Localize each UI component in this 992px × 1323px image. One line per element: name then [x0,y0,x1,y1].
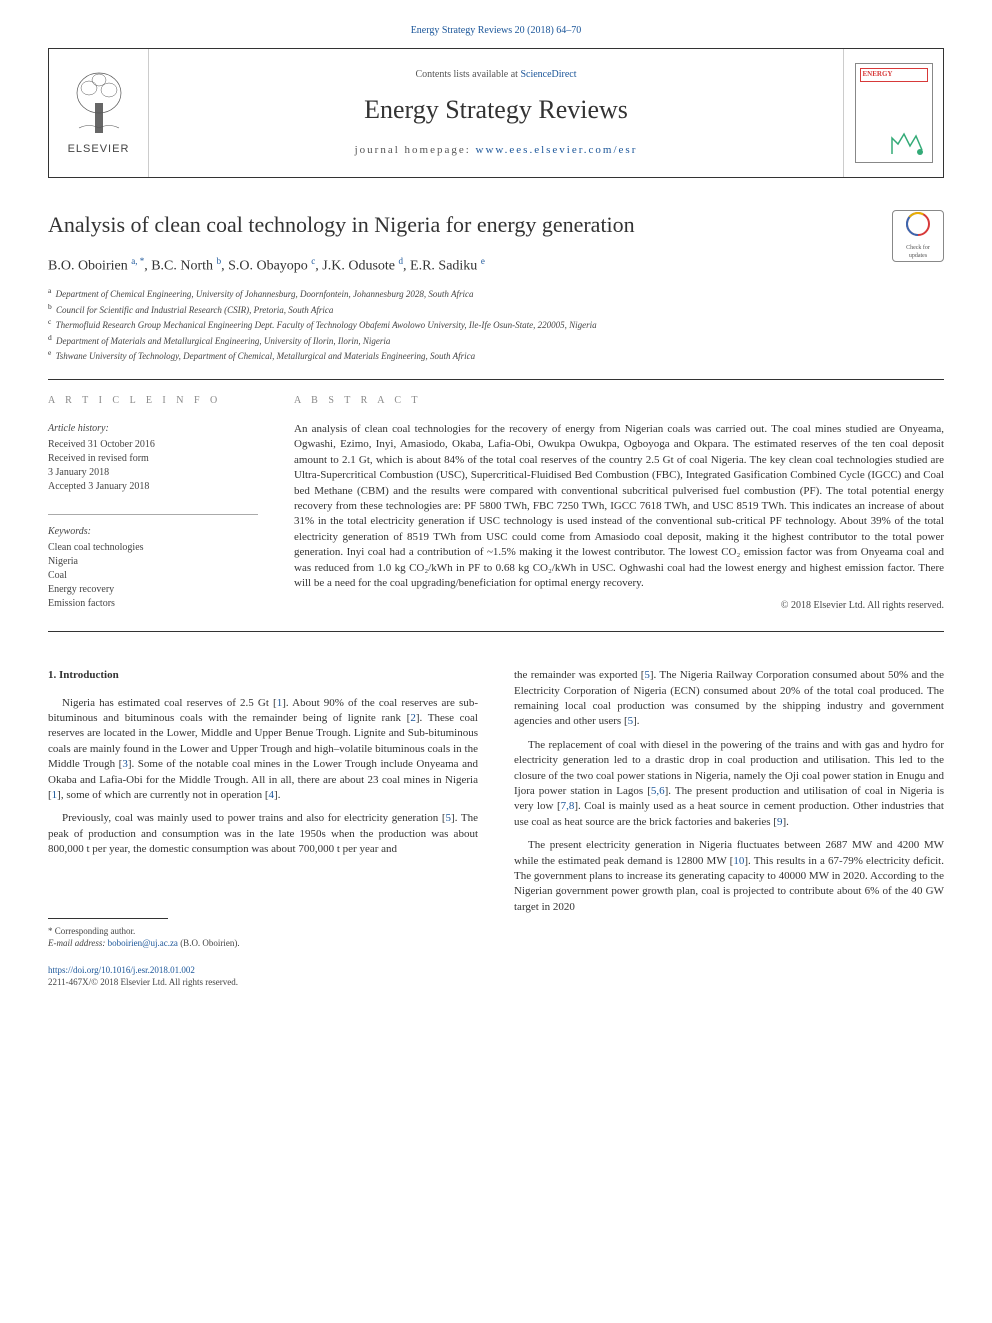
keyword: Emission factors [48,597,258,611]
sciencedirect-link[interactable]: ScienceDirect [520,69,576,80]
section-divider [48,379,944,380]
article-history: Article history: Received 31 October 201… [48,422,258,494]
keyword: Nigeria [48,555,258,569]
history-line: Received 31 October 2016 [48,438,258,452]
history-line: Accepted 3 January 2018 [48,480,258,494]
article-info-label: a r t i c l e i n f o [48,394,258,408]
footnotes: * Corresponding author. E-mail address: … [48,925,478,950]
keyword: Coal [48,569,258,583]
journal-citation: Energy Strategy Reviews 20 (2018) 64–70 [48,24,944,38]
journal-header: ELSEVIER Contents lists available at Sci… [48,48,944,178]
article-info-column: a r t i c l e i n f o Article history: R… [48,394,258,613]
body-paragraph: Nigeria has estimated coal reserves of 2… [48,696,478,804]
body-paragraph: the remainder was exported [5]. The Nige… [514,668,944,730]
crossmark-badge[interactable]: Check for updates [892,210,944,262]
abstract-column: a b s t r a c t An analysis of clean coa… [294,394,944,613]
abstract-label: a b s t r a c t [294,394,944,408]
homepage-prefix: journal homepage: [355,144,476,156]
affiliation: d Department of Materials and Metallurgi… [48,333,944,348]
body-columns: 1. Introduction Nigeria has estimated co… [48,668,944,989]
abstract-copyright: © 2018 Elsevier Ltd. All rights reserved… [294,599,944,613]
section-divider-2 [48,631,944,632]
history-line: 3 January 2018 [48,466,258,480]
journal-citation-text[interactable]: Energy Strategy Reviews 20 (2018) 64–70 [411,25,582,36]
section-1-heading: 1. Introduction [48,668,478,683]
affiliation: b Council for Scientific and Industrial … [48,302,944,317]
crossmark-label: Check for updates [906,244,930,261]
affiliation: a Department of Chemical Engineering, Un… [48,286,944,301]
right-column: the remainder was exported [5]. The Nige… [514,668,944,989]
abstract-text: An analysis of clean coal technologies f… [294,422,944,591]
cover-title-label: ENERGY [860,68,928,82]
corresponding-author-note: * Corresponding author. [48,925,478,938]
crossmark-line1: Check for [906,245,930,251]
header-center: Contents lists available at ScienceDirec… [149,49,843,177]
body-paragraph: The present electricity generation in Ni… [514,838,944,915]
doi-link[interactable]: https://doi.org/10.1016/j.esr.2018.01.00… [48,965,195,975]
email-label: E-mail address: [48,938,108,948]
crossmark-icon [905,211,931,242]
contents-available-line: Contents lists available at ScienceDirec… [415,68,576,82]
keywords-header: Keywords: [48,525,258,539]
body-paragraph: Previously, coal was mainly used to powe… [48,811,478,857]
journal-cover: ENERGY [843,49,943,177]
cover-thumbnail: ENERGY [855,63,933,163]
journal-homepage-line: journal homepage: www.ees.elsevier.com/e… [355,143,638,158]
corresponding-email-link[interactable]: boboirien@uj.ac.za [108,938,178,948]
journal-title: Energy Strategy Reviews [364,92,628,128]
affiliation: c Thermofluid Research Group Mechanical … [48,317,944,332]
issn-line: 2211-467X/© 2018 Elsevier Ltd. All right… [48,976,478,989]
doi-line: https://doi.org/10.1016/j.esr.2018.01.00… [48,964,478,977]
cover-graphic-icon [860,82,928,158]
keywords-block: Keywords: Clean coal technologiesNigeria… [48,514,258,611]
body-paragraph: The replacement of coal with diesel in t… [514,738,944,830]
email-suffix: (B.O. Oboirien). [178,938,240,948]
homepage-link[interactable]: www.ees.elsevier.com/esr [476,144,638,156]
history-line: Received in revised form [48,452,258,466]
contents-prefix: Contents lists available at [415,69,520,80]
email-line: E-mail address: boboirien@uj.ac.za (B.O.… [48,937,478,950]
left-column: 1. Introduction Nigeria has estimated co… [48,668,478,989]
affiliation: e Tshwane University of Technology, Depa… [48,348,944,363]
author-list: B.O. Oboirien a, *, B.C. North b, S.O. O… [48,255,944,276]
footnote-separator [48,918,168,919]
elsevier-logo: ELSEVIER [49,49,149,177]
history-header: Article history: [48,422,258,436]
article-title: Analysis of clean coal technology in Nig… [48,210,944,241]
keyword: Energy recovery [48,583,258,597]
affiliation-list: a Department of Chemical Engineering, Un… [48,286,944,363]
elsevier-label: ELSEVIER [68,142,130,157]
elsevier-tree-icon [69,68,129,138]
meta-row: a r t i c l e i n f o Article history: R… [48,394,944,613]
keyword: Clean coal technologies [48,541,258,555]
crossmark-line2: updates [909,253,927,259]
